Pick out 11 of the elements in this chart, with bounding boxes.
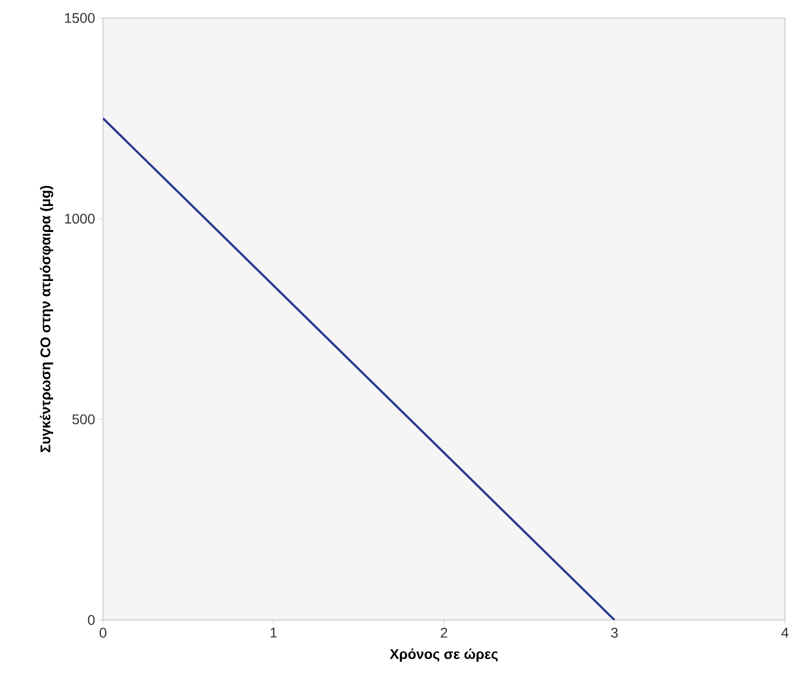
y-axis-title: Συγκέντρωση CO στην ατμόσφαιρα (μg) [40, 186, 54, 452]
x-tick-label: 0 [100, 628, 106, 638]
y-tick-label: 1500 [65, 13, 95, 23]
y-tick-label: 500 [72, 414, 95, 424]
x-tick-label: 3 [611, 628, 618, 638]
y-tick-label: 1000 [65, 214, 95, 224]
x-tick-label: 4 [781, 628, 788, 638]
x-axis-title: Χρόνος σε ώρες [390, 648, 498, 662]
y-tick-label: 0 [88, 615, 95, 625]
x-tick-label: 1 [270, 628, 277, 638]
x-tick-label: 2 [440, 628, 448, 638]
